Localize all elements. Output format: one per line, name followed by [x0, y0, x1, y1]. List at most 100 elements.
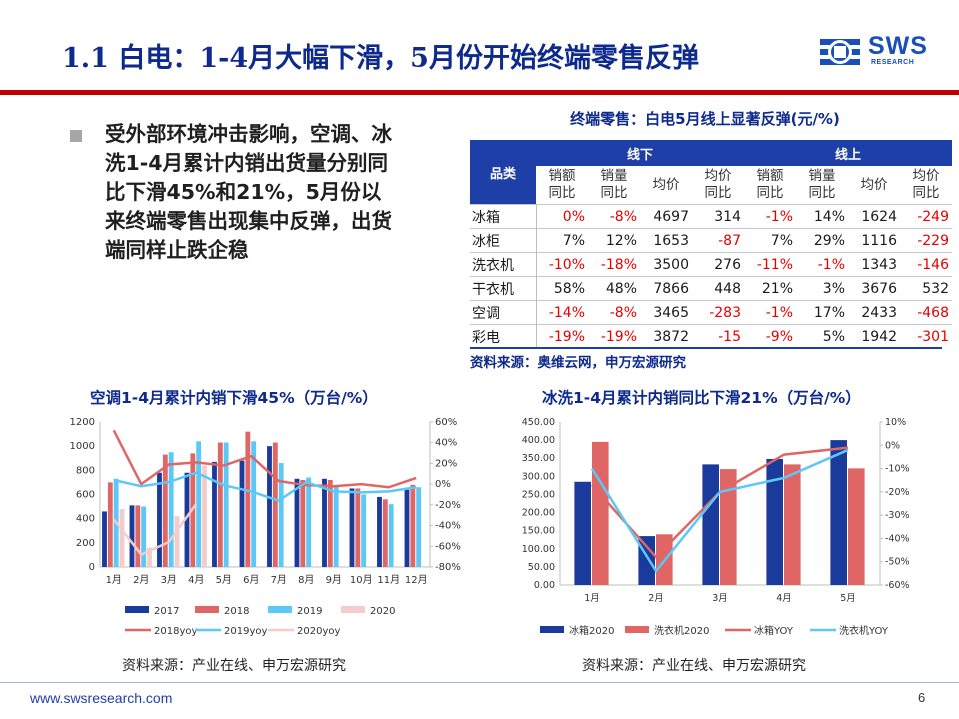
sub-header: 均价 同比: [692, 166, 744, 205]
table-bottom-rule: [470, 347, 942, 349]
value-cell: 3%: [796, 276, 848, 301]
value-cell: 14%: [796, 204, 848, 229]
y2-tick-label: -60%: [885, 580, 910, 591]
slide-title: 1.1 白电：1-4月大幅下滑，5月份开始终端零售反弹: [62, 43, 699, 74]
category-cell: 冰柜: [470, 228, 537, 253]
x-tick-label: 6月: [243, 574, 259, 586]
legend-bar-swatch: [540, 626, 564, 633]
bar-2017: [349, 488, 355, 567]
y2-tick-label: -10%: [885, 464, 910, 475]
y2-tick-label: 0%: [885, 440, 900, 451]
bar-冰箱2020: [766, 458, 783, 585]
value-cell: 1116: [848, 228, 900, 253]
value-cell: 1942: [848, 324, 900, 348]
value-cell: -283: [692, 300, 744, 325]
bar-2019: [168, 452, 174, 567]
y-tick-label: 200: [76, 538, 95, 549]
x-tick-label: 5月: [216, 574, 232, 586]
y2-tick-label: 0%: [435, 479, 451, 490]
bar-2017: [157, 472, 162, 567]
value-cell: -10%: [536, 252, 588, 277]
legend-bar-swatch: [341, 606, 365, 613]
legend-label: 2019: [297, 606, 322, 617]
bar-2017: [212, 461, 217, 567]
table-row: 冰柜 7% 12% 1653 -87 7% 29% 1116 -229: [470, 228, 952, 253]
logo-subtext: RESEARCH: [871, 59, 915, 66]
y-tick-label: 200.00: [522, 508, 555, 519]
y-tick-label: 1000: [70, 441, 95, 452]
y-tick-label: 800: [76, 465, 95, 476]
y2-tick-label: -30%: [885, 510, 910, 521]
x-tick-label: 9月: [326, 574, 342, 586]
fridge-washer-chart: 0.00 50.00 100.00 150.00 200.00 250.00 300.00 3…: [522, 417, 910, 637]
value-cell: 48%: [588, 276, 640, 301]
bar-2019: [278, 463, 284, 567]
value-cell: 58%: [536, 276, 588, 301]
x-tick-label: 7月: [271, 574, 287, 586]
x-tick-label: 12月: [405, 574, 428, 586]
legend-label: 2020yoy: [297, 626, 340, 637]
y2-tick-label: -60%: [435, 541, 461, 552]
logo-text: SWS: [868, 32, 928, 60]
value-cell: -14%: [536, 300, 588, 325]
bar-冰箱2020: [638, 536, 655, 585]
sws-logo-icon: [820, 39, 860, 65]
category-cell: 洗衣机: [470, 252, 537, 277]
bar-2019: [141, 506, 147, 567]
bar-洗衣机2020: [848, 468, 865, 585]
value-cell: -15: [692, 324, 744, 348]
footer-url[interactable]: www.swsresearch.com: [30, 690, 173, 706]
y-tick-label: 1200: [70, 417, 95, 428]
title-divider: [0, 90, 959, 95]
sub-header: 均价: [848, 166, 900, 205]
bar-2017: [404, 489, 410, 567]
sub-header: 均价 同比: [900, 166, 952, 205]
bar-2019: [223, 442, 229, 567]
value-cell: -1%: [744, 204, 796, 229]
bar-2020: [202, 465, 207, 567]
y2-tick-label: 20%: [435, 458, 457, 469]
y-tick-label: 0: [89, 562, 95, 573]
value-cell: 3872: [640, 324, 692, 348]
value-cell: -19%: [588, 324, 640, 348]
value-cell: 1624: [848, 204, 900, 229]
sub-header: 销量 同比: [588, 166, 640, 205]
bar-2019: [251, 441, 257, 567]
value-cell: 3500: [640, 252, 692, 277]
y-tick-label: 300.00: [522, 471, 555, 482]
category-cell: 空调: [470, 300, 537, 325]
y-tick-label: 250.00: [522, 489, 555, 500]
ac-sales-chart: 0 200 400 600 800 1000 1200 -80% -60% -40% -20% 0% 2…: [70, 417, 461, 637]
y-tick-label: 450.00: [522, 417, 555, 428]
bar-洗衣机2020: [592, 441, 609, 585]
y-tick-label: 100.00: [522, 544, 555, 555]
y2-tick-label: 60%: [435, 417, 457, 428]
bar-2017: [102, 511, 107, 567]
bar-2018: [162, 454, 168, 567]
legend-bar-swatch: [268, 606, 292, 613]
chart2-source: 资料来源：产业在线、申万宏源研究: [582, 658, 806, 674]
bar-洗衣机2020: [784, 464, 801, 585]
retail-table: 品类 线下 线上 销额 同比 销量 同比 均价 均价 同比 销额 同比 销量 同比 均价 均价…: [470, 140, 952, 348]
table-row: 冰箱 0% -8% 4697 314 -1% 14% 1624 -249: [470, 204, 952, 229]
value-cell: 4697: [640, 204, 692, 229]
bar-2020: [147, 547, 152, 567]
bar-2019: [361, 494, 367, 567]
table-source: 资料来源：奥维云网，申万宏源研究: [470, 355, 686, 371]
legend-label: 洗衣机2020: [654, 624, 709, 637]
sub-header: 销额 同比: [536, 166, 588, 205]
value-cell: -9%: [744, 324, 796, 348]
table-row: 彩电 -19% -19% 3872 -15 -9% 5% 1942 -301: [470, 324, 952, 348]
y-tick-label: 150.00: [522, 526, 555, 537]
value-cell: 314: [692, 204, 744, 229]
line-2020yoy: [112, 503, 198, 557]
x-tick-label: 1月: [106, 574, 122, 586]
value-cell: 448: [692, 276, 744, 301]
category-cell: 干衣机: [470, 276, 537, 301]
y2-tick-label: -40%: [435, 521, 461, 532]
x-tick-label: 2月: [133, 574, 149, 586]
bar-2017: [322, 478, 327, 567]
group-online-header: 线上: [744, 140, 952, 166]
bar-2018: [300, 480, 306, 567]
y2-tick-label: -50%: [885, 557, 910, 568]
